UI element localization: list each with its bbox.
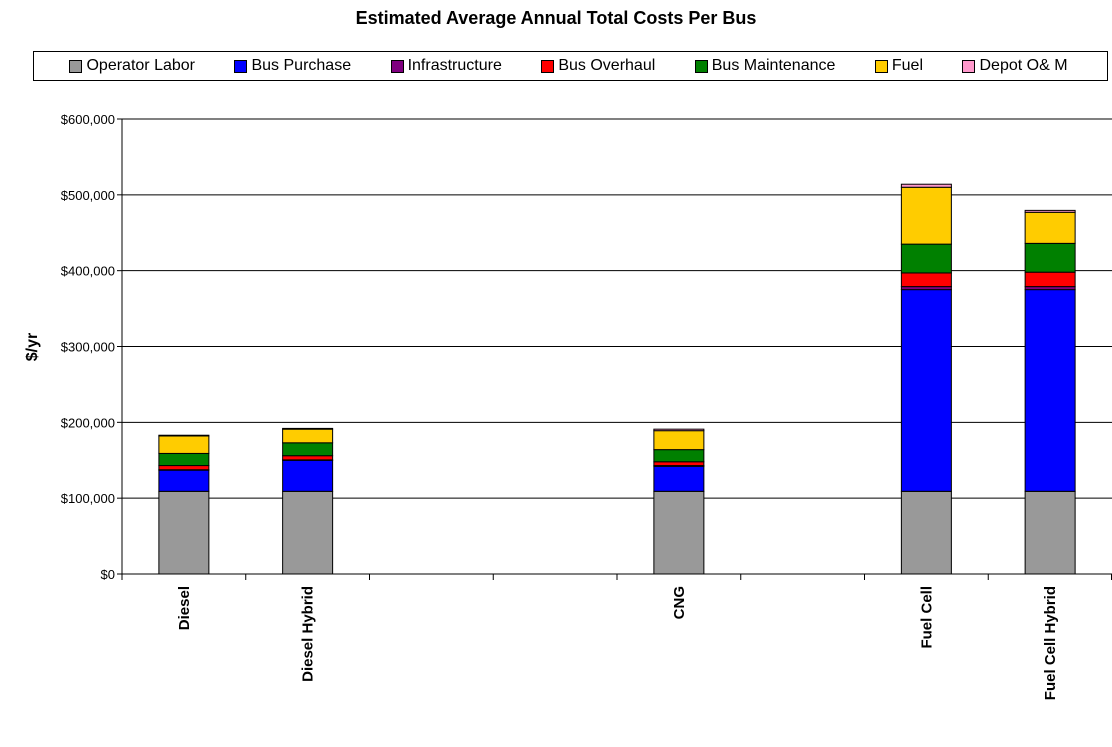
axes: $0 $100,000 $200,000 $300,000 $400,000 $500,0… (61, 112, 1112, 700)
bar-segment (282, 427, 334, 430)
bar-segment (653, 465, 705, 492)
legend-item: Bus Purchase (234, 57, 351, 75)
bar-segment (900, 289, 952, 492)
bar-segment (900, 490, 952, 575)
legend-label: Fuel (891, 57, 923, 74)
bar-segment (900, 243, 952, 274)
bar-segment (282, 459, 334, 492)
legend-swatch (234, 59, 248, 73)
bar-segment (653, 461, 705, 467)
bar-segment (653, 490, 705, 575)
bar-segment (282, 442, 334, 457)
bar-segment (282, 455, 334, 461)
bar-segment (653, 449, 705, 463)
legend-item: Depot O& M (962, 57, 1068, 75)
y-tick-label: $100,000 (61, 491, 115, 506)
bar-segment (653, 428, 705, 432)
bar-segment (158, 435, 210, 454)
legend-label: Operator Labor (86, 57, 195, 74)
legend-swatch (874, 59, 888, 73)
x-category-label: CNG (671, 586, 688, 619)
x-category-label: Diesel Hybrid (300, 586, 317, 682)
legend-item: Bus Maintenance (694, 57, 836, 75)
y-tick-label: $600,000 (61, 112, 115, 127)
legend-item: Infrastructure (390, 57, 502, 75)
bar-segment (900, 272, 952, 288)
legend-swatch (69, 59, 83, 73)
bar-segment (1024, 209, 1076, 213)
legend-label: Bus Maintenance (711, 57, 836, 74)
bar-segment (900, 183, 952, 188)
y-axis-label: $/yr (24, 333, 41, 361)
bar-segment (282, 490, 334, 575)
legend-swatch (390, 59, 404, 73)
legend-label: Bus Purchase (251, 57, 352, 74)
bar-segment (1024, 289, 1076, 492)
bar-segment (1024, 242, 1076, 273)
bar-stacks (158, 183, 1076, 575)
bar-segment (653, 430, 705, 451)
x-category-label: Diesel (176, 586, 193, 630)
bar-segment (282, 428, 334, 444)
bar-segment (900, 186, 952, 245)
y-tick-label: $300,000 (61, 340, 115, 355)
bar-segment (1024, 211, 1076, 244)
legend-item: Operator Labor (69, 57, 195, 75)
legend-swatch (962, 59, 976, 73)
legend-item: Bus Overhaul (541, 57, 655, 75)
legend-label: Depot O& M (979, 57, 1068, 74)
legend-swatch (541, 59, 555, 73)
gridlines (122, 118, 1112, 499)
legend-item: Fuel (874, 57, 923, 75)
legend-swatch (694, 59, 708, 73)
bar-segment (158, 465, 210, 471)
bar-segment (158, 469, 210, 492)
chart-legend: Operator Labor Bus Purchase Infrastructure… (33, 51, 1108, 81)
bar-segment (1024, 490, 1076, 575)
y-tick-label: $0 (101, 567, 115, 582)
x-category-label: Fuel Cell Hybrid (1042, 586, 1059, 700)
y-tick-label: $500,000 (61, 188, 115, 203)
chart-title: Estimated Average Annual Total Costs Per… (355, 8, 757, 28)
legend-label: Infrastructure (407, 57, 502, 74)
x-category-label: Fuel Cell (918, 586, 935, 649)
y-tick-label: $400,000 (61, 264, 115, 279)
y-tick-label: $200,000 (61, 415, 115, 430)
bar-segment (158, 434, 210, 437)
legend-label: Bus Overhaul (558, 57, 656, 74)
bar-segment (158, 452, 210, 467)
bar-segment (1024, 271, 1076, 288)
bar-segment (158, 490, 210, 575)
